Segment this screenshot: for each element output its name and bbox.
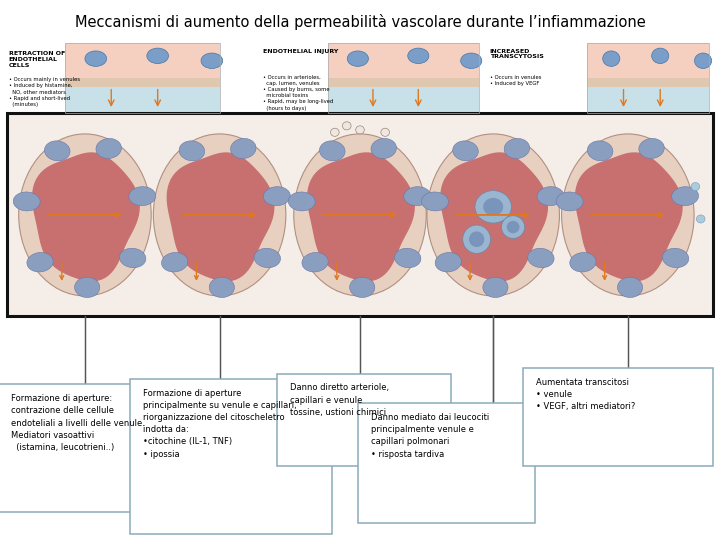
Text: INCREASED
TRANSCYTOSIS: INCREASED TRANSCYTOSIS: [490, 49, 544, 59]
Ellipse shape: [603, 51, 620, 66]
Polygon shape: [307, 153, 414, 281]
Text: ENDOTHELIAL INJURY: ENDOTHELIAL INJURY: [263, 49, 338, 53]
Ellipse shape: [161, 253, 188, 272]
Ellipse shape: [463, 225, 490, 253]
FancyBboxPatch shape: [277, 374, 451, 466]
Ellipse shape: [562, 134, 694, 296]
Ellipse shape: [13, 192, 40, 211]
FancyBboxPatch shape: [523, 368, 713, 466]
Text: Formazione di aperture
principalmente su venule e capillari,
riorganizzazione de: Formazione di aperture principalmente su…: [143, 389, 297, 458]
Ellipse shape: [75, 277, 100, 298]
Ellipse shape: [347, 51, 369, 66]
Ellipse shape: [475, 191, 511, 223]
Ellipse shape: [570, 253, 596, 272]
Ellipse shape: [662, 248, 689, 268]
Ellipse shape: [696, 215, 705, 223]
Ellipse shape: [294, 134, 426, 296]
Ellipse shape: [652, 48, 669, 64]
FancyBboxPatch shape: [7, 113, 713, 316]
Ellipse shape: [302, 253, 328, 272]
FancyBboxPatch shape: [328, 43, 479, 82]
Ellipse shape: [408, 48, 429, 64]
Ellipse shape: [639, 138, 665, 159]
Text: RETRACTION OF
ENDOTHELIAL
CELLS: RETRACTION OF ENDOTHELIAL CELLS: [9, 51, 65, 68]
FancyBboxPatch shape: [0, 384, 175, 512]
Ellipse shape: [179, 141, 204, 161]
Ellipse shape: [120, 248, 146, 268]
Text: Meccanismi di aumento della permeabilità vascolare durante l’infiammazione: Meccanismi di aumento della permeabilità…: [75, 14, 645, 30]
FancyBboxPatch shape: [65, 78, 220, 87]
Ellipse shape: [288, 192, 315, 211]
Ellipse shape: [147, 48, 168, 64]
Ellipse shape: [483, 277, 508, 298]
Ellipse shape: [537, 187, 564, 206]
Ellipse shape: [129, 187, 156, 206]
Ellipse shape: [230, 138, 256, 159]
Ellipse shape: [210, 277, 235, 298]
Ellipse shape: [27, 253, 53, 272]
Ellipse shape: [672, 187, 698, 206]
Ellipse shape: [501, 215, 525, 238]
Text: Danno mediato dai leucociti
principalmente venule e
capillari polmonari
• rispos: Danno mediato dai leucociti principalmen…: [371, 413, 489, 458]
Ellipse shape: [330, 128, 339, 137]
Ellipse shape: [695, 53, 711, 69]
Ellipse shape: [691, 183, 700, 191]
Text: • Occurs in venules
• Induced by VEGF: • Occurs in venules • Induced by VEGF: [490, 75, 541, 86]
Text: • Occurs mainly in venules
• Induced by histamine,
  NO, other mediators
• Rapid: • Occurs mainly in venules • Induced by …: [9, 77, 80, 107]
Ellipse shape: [201, 53, 222, 69]
FancyBboxPatch shape: [587, 43, 709, 82]
Ellipse shape: [588, 141, 613, 161]
Polygon shape: [167, 153, 274, 281]
Ellipse shape: [421, 192, 449, 211]
Text: Formazione di aperture:
contrazione delle cellule
endoteliali a livelli delle ve: Formazione di aperture: contrazione dell…: [11, 394, 145, 452]
Ellipse shape: [343, 122, 351, 130]
Text: Danno diretto arteriole,
capillari e venule
tossine, ustioni chimici: Danno diretto arteriole, capillari e ven…: [290, 383, 390, 417]
Ellipse shape: [469, 232, 485, 247]
Text: Aumentata transcitosi
• venule
• VEGF, altri mediatori?: Aumentata transcitosi • venule • VEGF, a…: [536, 378, 635, 411]
Ellipse shape: [395, 248, 421, 268]
Ellipse shape: [483, 198, 503, 215]
Polygon shape: [575, 153, 682, 281]
Ellipse shape: [618, 277, 643, 298]
FancyBboxPatch shape: [130, 379, 332, 534]
Ellipse shape: [45, 141, 70, 161]
Text: • Occurs in arterioles,
  cap. lumen, venules
• Caused by burns, some
  microbia: • Occurs in arterioles, cap. lumen, venu…: [263, 75, 333, 111]
Polygon shape: [32, 153, 139, 281]
Ellipse shape: [19, 134, 151, 296]
Ellipse shape: [153, 134, 286, 296]
Ellipse shape: [371, 138, 397, 159]
FancyBboxPatch shape: [587, 82, 709, 113]
FancyBboxPatch shape: [328, 78, 479, 87]
Polygon shape: [441, 153, 547, 281]
FancyBboxPatch shape: [65, 43, 220, 82]
FancyBboxPatch shape: [358, 403, 535, 523]
FancyBboxPatch shape: [587, 78, 709, 87]
Ellipse shape: [96, 138, 122, 159]
Ellipse shape: [453, 141, 478, 161]
FancyBboxPatch shape: [328, 82, 479, 113]
Ellipse shape: [320, 141, 345, 161]
Ellipse shape: [528, 248, 554, 268]
Ellipse shape: [356, 126, 364, 134]
Ellipse shape: [85, 51, 107, 66]
Ellipse shape: [404, 187, 431, 206]
Ellipse shape: [507, 221, 519, 233]
Ellipse shape: [254, 248, 281, 268]
Ellipse shape: [504, 138, 530, 159]
Ellipse shape: [427, 134, 559, 296]
Ellipse shape: [461, 53, 482, 69]
Ellipse shape: [381, 128, 390, 137]
Ellipse shape: [435, 253, 462, 272]
Ellipse shape: [350, 277, 375, 298]
FancyBboxPatch shape: [65, 82, 220, 113]
Ellipse shape: [264, 187, 290, 206]
Ellipse shape: [556, 192, 583, 211]
